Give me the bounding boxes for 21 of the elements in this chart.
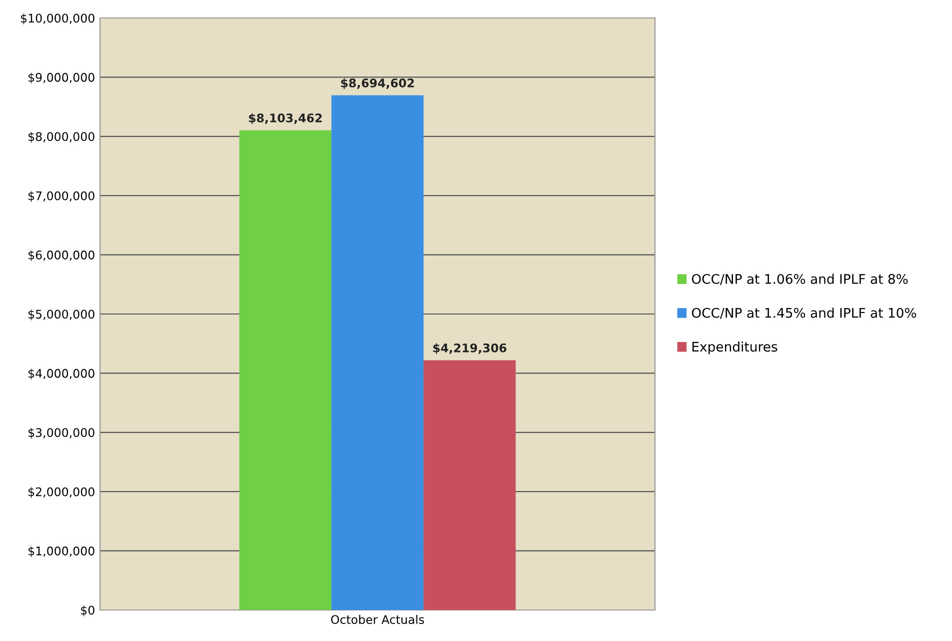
y-tick-label: $9,000,000: [28, 72, 94, 84]
legend-label: OCC/NP at 1.45% and IPLF at 10%: [692, 308, 916, 319]
y-tick-label: $5,000,000: [28, 310, 94, 320]
y-tick-label: $8,000,000: [28, 132, 94, 143]
bar: [239, 130, 332, 610]
data-label: $4,219,306: [433, 343, 506, 354]
y-tick-label: $4,000,000: [28, 368, 94, 380]
data-label: $8,103,462: [248, 113, 322, 124]
legend-label: OCC/NP at 1.06% and IPLF at 8%: [692, 274, 908, 285]
x-tick-label: October Actuals: [331, 614, 424, 624]
legend-label: Expenditures: [692, 341, 778, 354]
y-tick-label: $10,000,000: [21, 14, 94, 24]
data-label: $8,694,602: [341, 78, 414, 90]
y-tick-label: $7,000,000: [28, 191, 94, 202]
y-tick-label: $6,000,000: [28, 250, 94, 262]
bar: [331, 95, 424, 610]
y-tick-label: $1,000,000: [28, 546, 94, 558]
y-tick-label: $2,000,000: [28, 487, 94, 498]
bar: [424, 360, 516, 610]
y-tick-label: $0: [81, 606, 94, 616]
y-tick-label: $3,000,000: [28, 428, 94, 439]
